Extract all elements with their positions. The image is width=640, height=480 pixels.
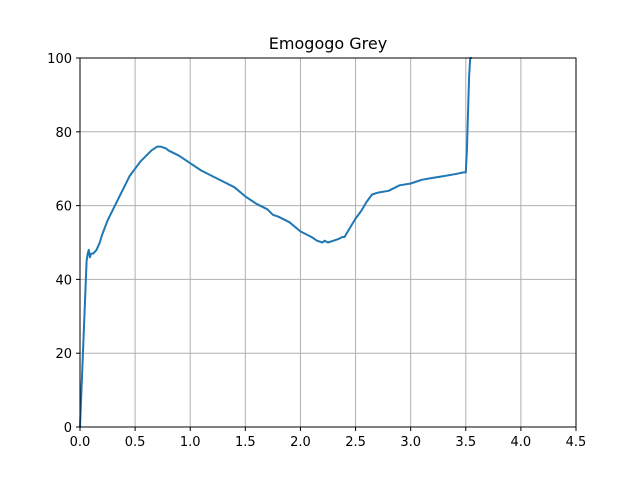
x-tick-label: 1.0: [180, 435, 201, 450]
x-tick-label: 2.0: [290, 435, 311, 450]
x-axis: 0.0 0.5 1.0 1.5 2.0 2.5 3.0 3.5 4.0 4.5: [70, 427, 587, 450]
x-tick-label: 2.5: [345, 435, 366, 450]
series-layer: [79, 57, 473, 428]
x-tick-label: 3.5: [455, 435, 476, 450]
y-tick-label: 80: [55, 126, 72, 141]
y-tick-label: 0: [64, 421, 72, 436]
x-tick-label: 4.0: [511, 435, 532, 450]
series-line: [79, 57, 473, 428]
y-tick-label: 40: [55, 273, 72, 288]
x-tick-label: 3.0: [400, 435, 421, 450]
y-tick-label: 60: [55, 200, 72, 215]
y-axis: 0 20 40 60 80 100: [47, 52, 80, 436]
plot-frame: [79, 57, 577, 428]
x-tick-label: 0.5: [125, 435, 146, 450]
x-tick-label: 0.0: [70, 435, 91, 450]
y-tick-label: 20: [55, 347, 72, 362]
chart-title: Emogogo Grey: [269, 34, 387, 53]
x-tick-label: 4.5: [566, 435, 587, 450]
x-tick-label: 1.5: [235, 435, 256, 450]
y-tick-label: 100: [47, 52, 72, 67]
